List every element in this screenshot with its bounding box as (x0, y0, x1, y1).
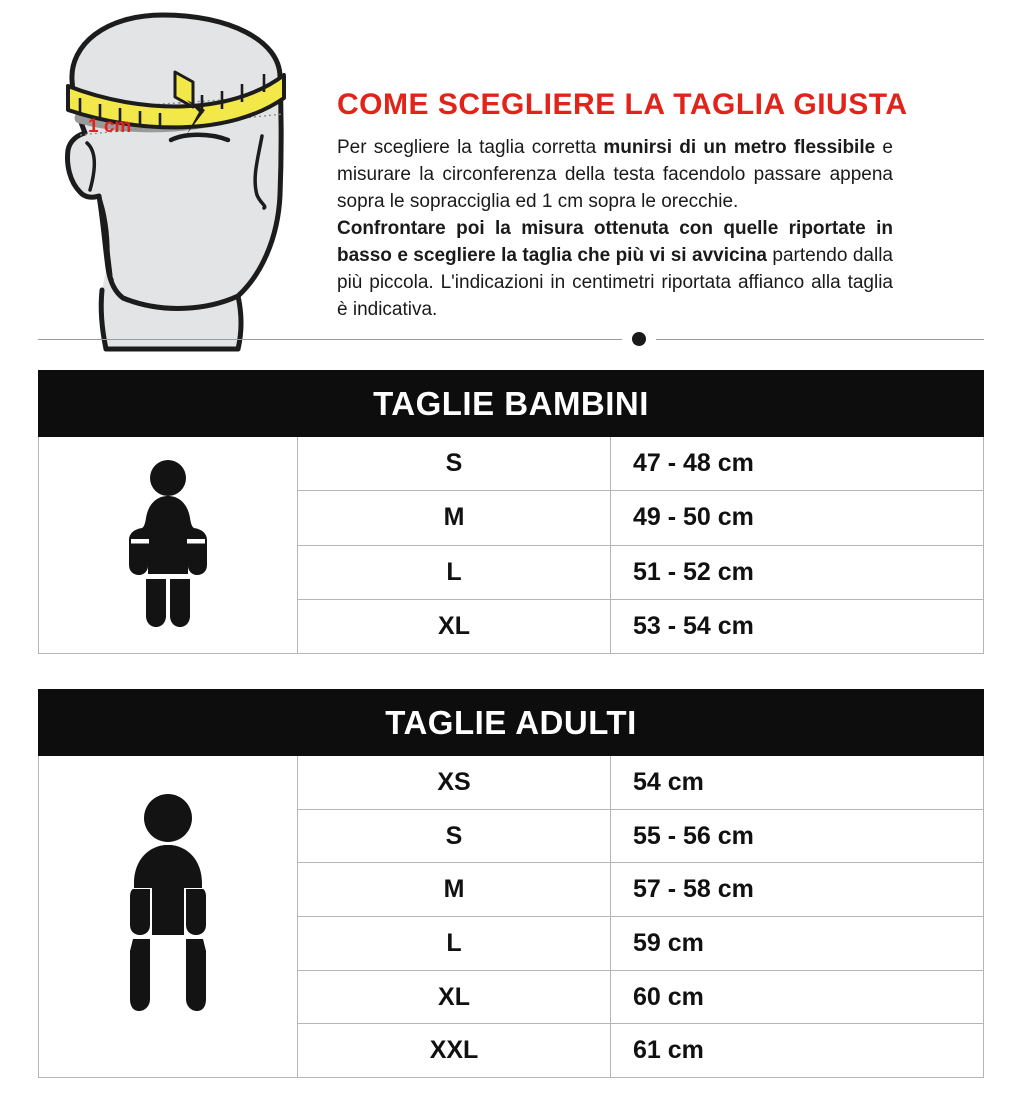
svg-text:1 cm: 1 cm (88, 116, 131, 137)
